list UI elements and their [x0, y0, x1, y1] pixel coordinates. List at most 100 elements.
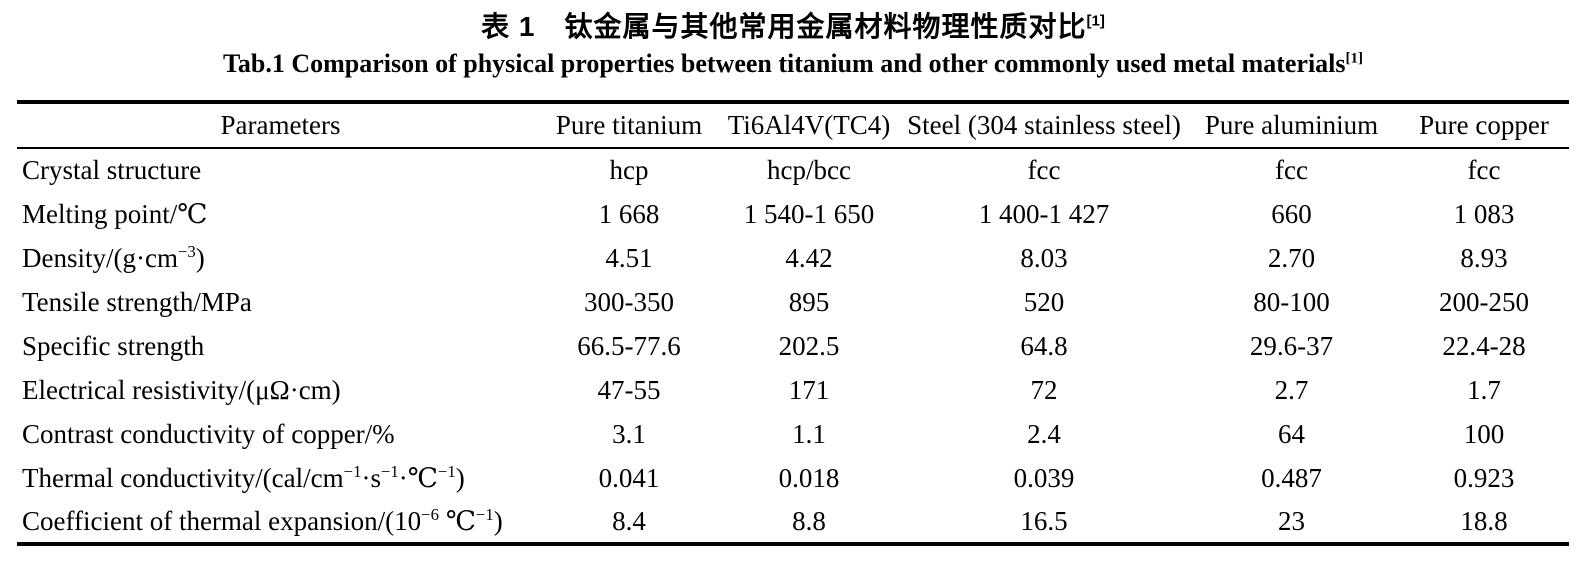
- table-title-chinese: 表 1 钛金属与其他常用金属材料物理性质对比[1]: [0, 0, 1586, 46]
- properties-table: Parameters Pure titanium Ti6Al4V(TC4) Steel…: [17, 100, 1569, 546]
- column-header: Pure titanium: [555, 110, 703, 140]
- parameter-label: Coefficient of thermal expansion/(10−6 ℃…: [17, 500, 544, 544]
- label-text: Crystal structure: [22, 155, 202, 185]
- parameter-label: Electrical resistivity/(μΩ·cm): [17, 368, 544, 412]
- value-cell: 8.8: [792, 505, 826, 536]
- value-cell: fcc: [1027, 155, 1061, 185]
- superscript: −6: [421, 504, 439, 524]
- value-cell: 0.041: [598, 462, 660, 493]
- value-cell: 2.4: [1027, 418, 1061, 449]
- value-cell: 300-350: [584, 286, 674, 317]
- superscript: −1: [343, 461, 362, 481]
- parameter-label: Thermal conductivity/(cal/cm−1·s−1·℃−1): [17, 456, 544, 500]
- value-cell: 660: [1271, 198, 1312, 229]
- table-title-english: Tab.1 Comparison of physical properties …: [0, 46, 1586, 82]
- column-header: Ti6Al4V(TC4): [727, 110, 891, 140]
- value-cell: 1 668: [598, 198, 660, 229]
- parameter-label: Density/(g·cm−3): [17, 236, 544, 280]
- citation-ref-superscript: [1]: [1345, 50, 1364, 67]
- value-cell: 100: [1463, 418, 1505, 449]
- parameter-label: Melting point/℃: [17, 192, 544, 236]
- value-cell: 4.42: [785, 242, 833, 273]
- value-cell: 200-250: [1439, 286, 1529, 317]
- value-cell: 1 540-1 650: [743, 198, 875, 229]
- value-cell: 29.6-37: [1249, 330, 1334, 361]
- table-row: Crystal structure hcp hcp/bcc fcc fcc fcc: [17, 148, 1569, 192]
- table-title-english-text: Tab.1 Comparison of physical properties …: [222, 49, 1346, 78]
- column-header: Steel (304 stainless steel): [907, 110, 1181, 140]
- value-cell: 895: [788, 286, 830, 317]
- superscript: −1: [437, 461, 456, 481]
- value-cell: 66.5-77.6: [577, 330, 681, 361]
- value-cell: fcc: [1275, 155, 1308, 185]
- table-row: Electrical resistivity/(μΩ·cm) 47-55 171 72…: [17, 368, 1569, 412]
- table-header-row: Parameters Pure titanium Ti6Al4V(TC4) Steel…: [17, 102, 1569, 148]
- value-cell: 23: [1278, 505, 1305, 536]
- table-row: Melting point/℃ 1 668 1 540-1 650 1 400-1 4…: [17, 192, 1569, 236]
- value-cell: 16.5: [1020, 505, 1068, 536]
- value-cell: 1 400-1 427: [978, 198, 1110, 229]
- superscript: −1: [380, 461, 399, 481]
- table-row: Coefficient of thermal expansion/(10−6 ℃…: [17, 500, 1569, 544]
- label-text: Thermal conductivity/(cal/cm: [22, 462, 344, 493]
- table-row: Tensile strength/MPa 300-350 895 520 80-100 2…: [17, 280, 1569, 324]
- column-header: Pure aluminium: [1204, 110, 1379, 140]
- value-cell: 1.1: [792, 418, 826, 449]
- value-cell: 1.7: [1467, 374, 1501, 405]
- table-row: Density/(g·cm−3) 4.51 4.42 8.03 2.70 8.93: [17, 236, 1569, 280]
- label-text: Electrical resistivity/(μΩ·cm): [22, 374, 341, 405]
- value-cell: 520: [1023, 286, 1065, 317]
- table-row: Contrast conductivity of copper/% 3.1 1.1 2…: [17, 412, 1569, 456]
- value-cell: 0.923: [1453, 462, 1515, 493]
- value-cell: 8.93: [1460, 242, 1508, 273]
- value-cell: hcp: [609, 155, 649, 185]
- table-row: Specific strength 66.5-77.6 202.5 64.8 29.6-…: [17, 324, 1569, 368]
- label-text: Tensile strength/MPa: [22, 286, 252, 317]
- value-cell: 1 083: [1453, 198, 1515, 229]
- parameter-label: Contrast conductivity of copper/%: [17, 412, 544, 456]
- value-cell: 0.039: [1013, 462, 1075, 493]
- value-cell: 2.70: [1267, 242, 1316, 273]
- column-header: Parameters: [220, 110, 341, 140]
- table-row: Thermal conductivity/(cal/cm−1·s−1·℃−1) 0…: [17, 456, 1569, 500]
- parameter-label: Crystal structure: [17, 148, 544, 192]
- table-title-chinese-text: 表 1 钛金属与其他常用金属材料物理性质对比: [481, 11, 1087, 42]
- parameter-label: Specific strength: [17, 324, 544, 368]
- value-cell: 4.51: [605, 242, 653, 273]
- value-cell: 2.7: [1274, 374, 1309, 405]
- label-text: Density/(g·cm: [22, 242, 178, 273]
- label-text: ): [195, 242, 205, 273]
- label-text: Coefficient of thermal expansion/(10: [22, 505, 422, 536]
- label-text: Melting point/℃: [22, 198, 208, 229]
- value-cell: hcp/bcc: [767, 155, 851, 185]
- value-cell: fcc: [1467, 155, 1501, 185]
- table-body: Crystal structure hcp hcp/bcc fcc fcc fcc Melt…: [17, 148, 1569, 544]
- value-cell: 0.018: [778, 462, 840, 493]
- value-cell: 64.8: [1020, 330, 1068, 361]
- value-cell: 64: [1278, 418, 1305, 449]
- value-cell: 3.1: [612, 418, 646, 449]
- superscript: −1: [475, 504, 494, 524]
- label-text: ℃: [438, 505, 476, 536]
- value-cell: 171: [788, 374, 830, 405]
- value-cell: 72: [1030, 374, 1058, 405]
- value-cell: 18.8: [1460, 505, 1508, 536]
- label-text: Specific strength: [22, 330, 205, 361]
- value-cell: 8.03: [1020, 242, 1068, 273]
- value-cell: 22.4-28: [1442, 330, 1526, 361]
- parameter-label: Tensile strength/MPa: [17, 280, 544, 324]
- value-cell: 202.5: [778, 330, 840, 361]
- label-text: Contrast conductivity of copper/%: [22, 418, 395, 449]
- label-text: ·℃: [398, 462, 438, 493]
- value-cell: 8.4: [612, 505, 646, 536]
- label-text: ): [493, 505, 503, 536]
- value-cell: 47-55: [597, 374, 661, 405]
- value-cell: 0.487: [1261, 462, 1322, 493]
- superscript: −3: [177, 241, 196, 261]
- label-text: ): [455, 462, 465, 493]
- value-cell: 80-100: [1253, 286, 1330, 317]
- label-text: ·s: [361, 462, 381, 493]
- citation-ref-superscript: [1]: [1086, 12, 1105, 30]
- column-header: Pure copper: [1419, 110, 1549, 140]
